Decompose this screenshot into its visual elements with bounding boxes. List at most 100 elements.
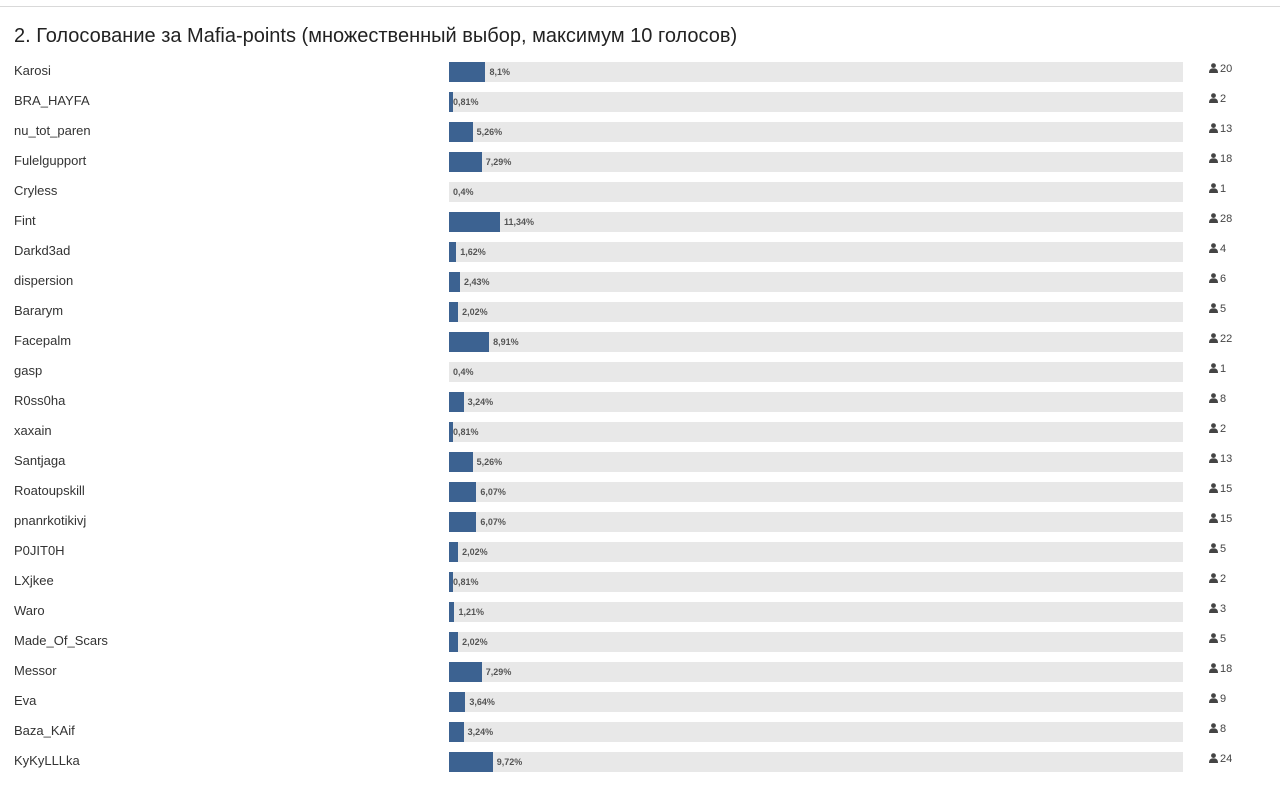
progress-track: 9,72% [449,752,1183,772]
vote-count: 22 [1209,333,1232,347]
vote-count-value: 9 [1220,693,1227,705]
progress-track: 2,02% [449,302,1183,322]
vote-count: 6 [1209,273,1226,287]
vote-count-value: 13 [1220,453,1233,465]
vote-count-value: 13 [1220,123,1233,135]
user-icon [1209,423,1218,433]
progress-track: 7,29% [449,662,1183,682]
progress-fill [449,752,493,772]
progress-track: 5,26% [449,122,1183,142]
option-label: Facepalm [14,333,72,348]
vote-count-value: 18 [1220,153,1233,165]
option-label: Cryless [14,183,58,198]
vote-count-value: 5 [1220,633,1227,645]
progress-fill [449,722,464,742]
vote-count: 18 [1209,663,1232,677]
poll-option-row: R0ss0ha 3,24% 8 [0,386,1280,416]
poll-option-row: LXjkee 0,81% 2 [0,566,1280,596]
vote-count: 1 [1209,363,1226,377]
vote-count-value: 1 [1220,363,1227,375]
poll-title: 2. Голосование за Mafia-points (множеств… [14,25,738,47]
progress-fill [449,122,473,142]
user-icon [1209,393,1218,403]
percent-label: 3,24% [467,397,494,407]
percent-label: 11,34% [504,217,535,227]
progress-fill [449,302,459,322]
poll-option-row: Made_Of_Scars 2,02% 5 [0,626,1280,656]
poll-option-row: Waro 1,21% 3 [0,596,1280,626]
vote-count-value: 2 [1220,93,1227,105]
top-divider [0,6,1280,7]
poll-option-row: gasp 0,4% 1 [0,356,1280,386]
progress-track: 3,24% [449,392,1183,412]
progress-track: 0,81% [449,422,1183,442]
option-label: nu_tot_paren [14,123,91,138]
user-icon [1209,603,1218,613]
progress-fill [449,62,486,82]
poll-option-row: xaxain 0,81% 2 [0,416,1280,446]
vote-count: 4 [1209,243,1226,257]
poll-option-row: Fulelgupport 7,29% 18 [0,146,1280,176]
user-icon [1209,63,1218,73]
poll-option-row: BRA_HAYFA 0,81% 2 [0,86,1280,116]
user-icon [1209,483,1218,493]
progress-track: 8,91% [449,332,1183,352]
vote-count: 15 [1209,483,1232,497]
option-label: pnanrkotikivj [14,513,87,528]
option-label: Roatoupskill [14,483,85,498]
vote-count-value: 4 [1220,243,1227,255]
vote-count: 2 [1209,423,1226,437]
option-label: gasp [14,363,43,378]
vote-count-value: 8 [1220,723,1227,735]
progress-track: 0,81% [449,572,1183,592]
poll-option-row: Karosi 8,1% 20 [0,56,1280,86]
progress-fill [449,242,457,262]
poll-option-row: Roatoupskill 6,07% 15 [0,476,1280,506]
progress-fill [449,272,460,292]
progress-track: 2,43% [449,272,1183,292]
percent-label: 6,07% [480,487,506,497]
vote-count: 2 [1209,93,1226,107]
option-label: Eva [14,693,37,708]
user-icon [1209,573,1218,583]
vote-count-value: 1 [1220,183,1227,195]
percent-label: 2,43% [463,277,490,287]
option-label: Karosi [14,63,51,78]
progress-fill [449,332,490,352]
vote-count-value: 24 [1220,753,1233,765]
progress-track: 2,02% [449,632,1183,652]
percent-label: 2,02% [462,307,488,317]
vote-count: 5 [1209,543,1226,557]
option-label: Fulelgupport [14,153,87,168]
option-label: R0ss0ha [14,393,66,408]
vote-count-value: 3 [1220,603,1227,615]
vote-count: 5 [1209,633,1226,647]
vote-count-value: 5 [1220,543,1227,555]
poll-option-row: Cryless 0,4% 1 [0,176,1280,206]
user-icon [1209,453,1218,463]
progress-track: 0,4% [449,362,1183,382]
percent-label: 2,02% [462,637,488,647]
percent-label: 0,81% [453,427,479,437]
option-label: Fint [14,213,36,228]
poll-option-row: P0JIT0H 2,02% 5 [0,536,1280,566]
user-icon [1209,633,1218,643]
option-label: P0JIT0H [14,543,65,558]
user-icon [1209,723,1218,733]
poll-options-list: Karosi 8,1% 20 BRA_HAYFA 0,81% 2 nu_tot_paren 5… [0,56,1280,776]
percent-label: 8,91% [493,337,519,347]
percent-label: 0,81% [453,577,479,587]
vote-count: 1 [1209,183,1226,197]
progress-fill [449,692,466,712]
progress-fill [449,452,473,472]
progress-track: 1,21% [449,602,1183,622]
percent-label: 0,4% [453,187,474,197]
progress-fill [449,392,464,412]
vote-count: 3 [1209,603,1226,617]
progress-track: 7,29% [449,152,1183,172]
user-icon [1209,543,1218,553]
user-icon [1209,213,1218,223]
progress-fill [449,512,477,532]
percent-label: 3,64% [469,697,495,707]
option-label: LXjkee [14,573,54,588]
